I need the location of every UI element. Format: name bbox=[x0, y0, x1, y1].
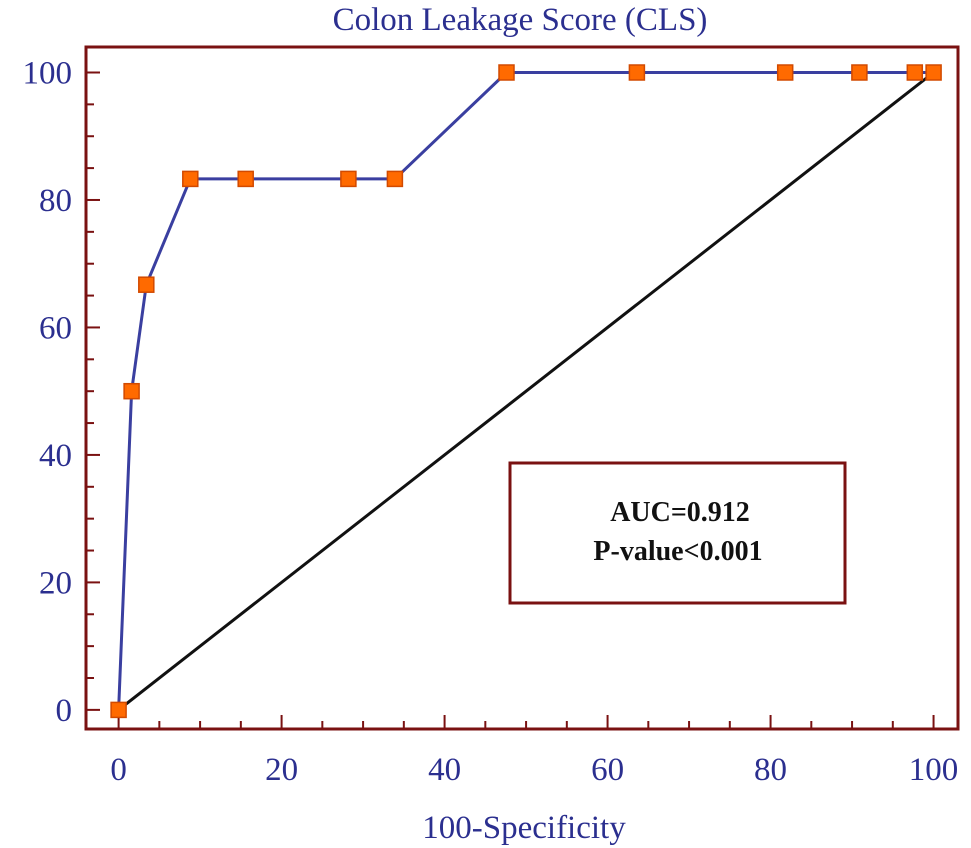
y-tick-label: 100 bbox=[23, 55, 73, 91]
x-tick-label: 20 bbox=[265, 752, 298, 788]
roc-data-point bbox=[237, 170, 254, 188]
roc-curve-markers bbox=[110, 64, 942, 719]
x-axis-ticks: 0 20 40 60 80 100 bbox=[110, 715, 958, 788]
roc-data-point bbox=[851, 64, 868, 81]
y-tick-label: 40 bbox=[39, 438, 72, 474]
chart-title: Colon Leakage Score (CLS) bbox=[333, 2, 708, 38]
x-tick-label: 80 bbox=[754, 752, 787, 788]
reference-diagonal-line bbox=[117, 71, 935, 712]
roc-data-point bbox=[110, 701, 127, 719]
x-tick-label: 0 bbox=[110, 752, 127, 788]
plot-area: 0 20 40 60 80 100 0 20 40 60 80 100 bbox=[23, 45, 960, 788]
x-tick-label: 40 bbox=[428, 752, 461, 788]
y-tick-label: 80 bbox=[39, 183, 72, 219]
y-tick-label: 0 bbox=[56, 693, 73, 729]
x-tick-label: 100 bbox=[909, 752, 959, 788]
p-value-text: P-value<0.001 bbox=[593, 536, 762, 567]
roc-data-point bbox=[123, 382, 140, 400]
roc-data-point bbox=[340, 170, 357, 188]
auc-annotation-box: AUC=0.912 P-value<0.001 bbox=[508, 461, 847, 605]
x-axis-label: 100-Specificity bbox=[422, 810, 626, 846]
roc-data-point bbox=[182, 170, 199, 188]
y-tick-label: 60 bbox=[39, 310, 72, 346]
annotation-frame bbox=[508, 461, 847, 605]
roc-data-point bbox=[776, 64, 794, 81]
roc-data-point bbox=[628, 64, 646, 81]
roc-data-point bbox=[138, 276, 155, 293]
roc-data-point bbox=[498, 64, 515, 81]
plot-frame bbox=[84, 45, 960, 731]
roc-data-point bbox=[925, 64, 942, 81]
x-tick-label: 60 bbox=[591, 752, 624, 788]
roc-data-point bbox=[386, 170, 404, 188]
y-tick-label: 20 bbox=[39, 565, 72, 601]
auc-value-text: AUC=0.912 bbox=[610, 497, 750, 528]
roc-data-point bbox=[906, 64, 924, 81]
y-axis-ticks: 0 20 40 60 80 100 bbox=[23, 55, 100, 729]
